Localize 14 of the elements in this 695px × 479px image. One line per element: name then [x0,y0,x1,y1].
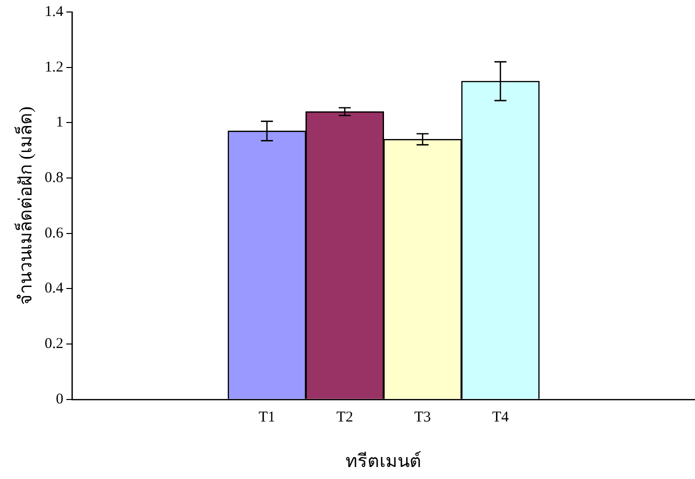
y-tick-label: 0.8 [44,170,64,186]
y-tick-label: 1.2 [44,59,64,76]
y-tick-label: 1.4 [44,4,64,20]
y-tick-label: 0.4 [44,280,64,297]
y-tick-label: 0.6 [44,225,64,242]
y-tick-label: 0.2 [44,336,64,352]
x-axis-title: ทรีตเมนต์ [346,450,422,471]
x-tick-label: T4 [492,409,510,426]
x-tick-label: T3 [414,409,431,426]
y-axis-title: จำนวนเมล็ดต่อฝัก (เมล็ด) [14,106,36,305]
x-tick-label: T2 [336,409,354,426]
y-tick-label: 0 [56,391,64,408]
y-tick-label: 1 [56,114,64,131]
x-tick-label: T1 [258,409,276,426]
